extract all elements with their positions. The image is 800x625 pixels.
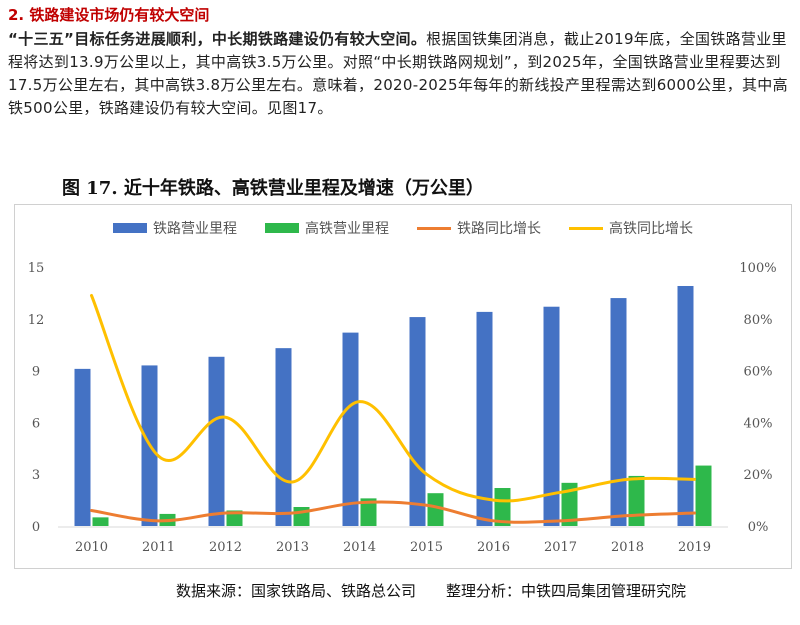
bar-rail-km <box>543 306 560 526</box>
legend-label-rail-km: 铁路营业里程 <box>153 221 237 237</box>
y-right-tick-label: 40% <box>744 416 773 431</box>
figure-source: 数据来源：国家铁路局、铁路总公司 整理分析：中铁四局集团管理研究院 <box>176 582 687 600</box>
legend-label-hsr-km: 高铁营业里程 <box>305 221 389 237</box>
section-paragraph: “十三五”目标任务进展顺利，中长期铁路建设仍有较大空间。根据国铁集团消息，截止2… <box>8 28 792 120</box>
bar-hsr-km <box>427 493 444 526</box>
bar-rail-km <box>74 368 91 526</box>
bar-hsr-km <box>226 510 243 526</box>
line-rail-growth <box>90 500 696 524</box>
legend-swatch-hsr-growth <box>569 226 603 230</box>
bar-rail-km <box>208 356 225 526</box>
y-right-tick-label: 20% <box>744 468 773 483</box>
legend-swatch-rail-km <box>113 223 147 233</box>
bar-rail-km <box>342 332 359 526</box>
legend-item-hsr-growth: 高铁同比增长 <box>569 218 693 238</box>
bar-rail-km <box>476 311 493 526</box>
bar-hsr-km <box>561 482 578 526</box>
bar-hsr-km <box>628 475 645 526</box>
y-right-tick-label: 0% <box>748 520 769 535</box>
x-tick-label: 2019 <box>678 540 711 555</box>
bar-rail-km <box>409 317 426 526</box>
x-tick-label: 2018 <box>611 540 644 555</box>
x-tick-label: 2015 <box>410 540 443 555</box>
bar-hsr-km <box>695 465 712 526</box>
y-left-tick-label: 15 <box>28 261 45 276</box>
y-left-tick-label: 0 <box>32 520 40 535</box>
x-tick-label: 2017 <box>544 540 577 555</box>
legend-item-rail-growth: 铁路同比增长 <box>417 218 541 238</box>
bar-rail-km <box>275 348 292 526</box>
figure-title: 图 17. 近十年铁路、高铁营业里程及增速（万公里） <box>62 178 484 199</box>
legend-swatch-hsr-km <box>265 223 299 233</box>
y-right-tick-label: 60% <box>744 365 773 380</box>
chart-legend: 铁路营业里程 高铁营业里程 铁路同比增长 高铁同比增长 <box>14 218 792 238</box>
x-tick-label: 2011 <box>142 540 175 555</box>
bar-hsr-km <box>92 517 109 526</box>
line-hsr-growth <box>90 293 696 503</box>
chart-frame <box>14 204 792 569</box>
bar-rail-km <box>677 285 694 526</box>
legend-label-rail-growth: 铁路同比增长 <box>457 221 541 237</box>
y-right-tick-label: 80% <box>744 313 773 328</box>
legend-swatch-rail-growth <box>417 226 451 230</box>
legend-item-rail-km: 铁路营业里程 <box>113 218 237 238</box>
legend-item-hsr-km: 高铁营业里程 <box>265 218 389 238</box>
section-heading: 2. 铁路建设市场仍有较大空间 <box>8 6 210 24</box>
legend-label-hsr-growth: 高铁同比增长 <box>609 221 693 237</box>
x-tick-label: 2013 <box>276 540 309 555</box>
y-left-tick-label: 9 <box>32 365 40 380</box>
y-left-tick-label: 3 <box>32 468 40 483</box>
lead-sentence: “十三五”目标任务进展顺利，中长期铁路建设仍有较大空间。 <box>8 30 427 48</box>
bar-rail-km <box>610 298 627 526</box>
body-text: 根据国铁集团消息，截止2019年底，全国铁路营业里程将达到13.9万公里以上，其… <box>8 30 788 117</box>
bar-hsr-km <box>360 498 377 526</box>
bar-hsr-km <box>494 488 511 526</box>
x-tick-label: 2016 <box>477 540 510 555</box>
x-tick-label: 2012 <box>209 540 242 555</box>
x-tick-label: 2014 <box>343 540 376 555</box>
y-right-tick-label: 100% <box>739 261 776 276</box>
y-left-tick-label: 6 <box>32 416 40 431</box>
y-left-tick-label: 12 <box>28 313 45 328</box>
x-tick-label: 2010 <box>75 540 108 555</box>
